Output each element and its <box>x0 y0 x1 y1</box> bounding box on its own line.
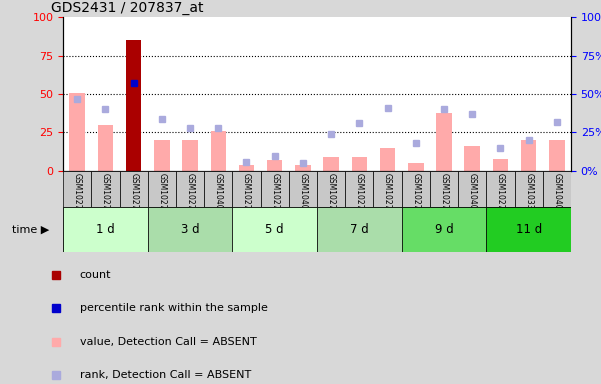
Bar <box>239 165 254 171</box>
Text: GSM102756: GSM102756 <box>326 173 335 219</box>
Bar <box>261 171 289 207</box>
Bar <box>514 171 543 207</box>
Bar <box>126 40 141 171</box>
Text: GSM103323: GSM103323 <box>524 173 533 219</box>
Bar <box>120 171 148 207</box>
Bar <box>154 140 169 171</box>
Bar <box>210 131 226 171</box>
Bar <box>373 171 401 207</box>
Bar <box>148 207 233 252</box>
Text: GSM102747: GSM102747 <box>129 173 138 219</box>
Text: GSM102748: GSM102748 <box>157 173 166 219</box>
Text: count: count <box>80 270 111 280</box>
Bar <box>204 171 233 207</box>
Bar <box>380 148 395 171</box>
Bar <box>345 171 373 207</box>
Bar <box>486 207 571 252</box>
Text: GSM102758: GSM102758 <box>383 173 392 219</box>
Bar <box>465 146 480 171</box>
Text: value, Detection Call = ABSENT: value, Detection Call = ABSENT <box>80 337 257 347</box>
Bar <box>182 140 198 171</box>
Bar <box>352 157 367 171</box>
Text: 5 d: 5 d <box>266 223 284 236</box>
Bar <box>436 113 452 171</box>
Bar <box>63 207 148 252</box>
Bar <box>543 171 571 207</box>
Bar <box>148 171 176 207</box>
Bar <box>486 171 514 207</box>
Bar <box>70 93 85 171</box>
Bar <box>323 157 339 171</box>
Text: GSM102760: GSM102760 <box>411 173 420 219</box>
Text: GSM102755: GSM102755 <box>270 173 279 219</box>
Text: 11 d: 11 d <box>516 223 542 236</box>
Text: GSM102757: GSM102757 <box>355 173 364 219</box>
Text: GSM102746: GSM102746 <box>101 173 110 219</box>
Text: rank, Detection Call = ABSENT: rank, Detection Call = ABSENT <box>80 370 251 380</box>
Bar <box>63 171 91 207</box>
Bar <box>267 160 282 171</box>
Text: GSM104053: GSM104053 <box>552 173 561 219</box>
Text: GSM102753: GSM102753 <box>242 173 251 219</box>
Text: GSM102744: GSM102744 <box>73 173 82 219</box>
Text: GSM102749: GSM102749 <box>186 173 195 219</box>
Bar <box>458 171 486 207</box>
Bar <box>91 171 120 207</box>
Bar <box>317 171 345 207</box>
Bar <box>233 207 317 252</box>
Bar <box>176 171 204 207</box>
Bar <box>295 165 311 171</box>
Text: GSM104060: GSM104060 <box>214 173 223 219</box>
Bar <box>521 140 536 171</box>
Text: time ▶: time ▶ <box>12 224 49 235</box>
Bar <box>493 159 508 171</box>
Text: 1 d: 1 d <box>96 223 115 236</box>
Bar <box>401 171 430 207</box>
Text: GSM102761: GSM102761 <box>439 173 448 219</box>
Text: GSM102763: GSM102763 <box>496 173 505 219</box>
Text: 3 d: 3 d <box>181 223 200 236</box>
Bar <box>401 207 486 252</box>
Bar <box>98 125 113 171</box>
Bar <box>233 171 261 207</box>
Text: 9 d: 9 d <box>435 223 453 236</box>
Bar <box>408 163 424 171</box>
Bar <box>549 140 564 171</box>
Text: GDS2431 / 207837_at: GDS2431 / 207837_at <box>51 2 204 15</box>
Bar <box>317 207 401 252</box>
Text: percentile rank within the sample: percentile rank within the sample <box>80 303 267 313</box>
Text: GSM104052: GSM104052 <box>468 173 477 219</box>
Text: 7 d: 7 d <box>350 223 369 236</box>
Text: GSM104051: GSM104051 <box>299 173 308 219</box>
Bar <box>430 171 458 207</box>
Bar <box>289 171 317 207</box>
